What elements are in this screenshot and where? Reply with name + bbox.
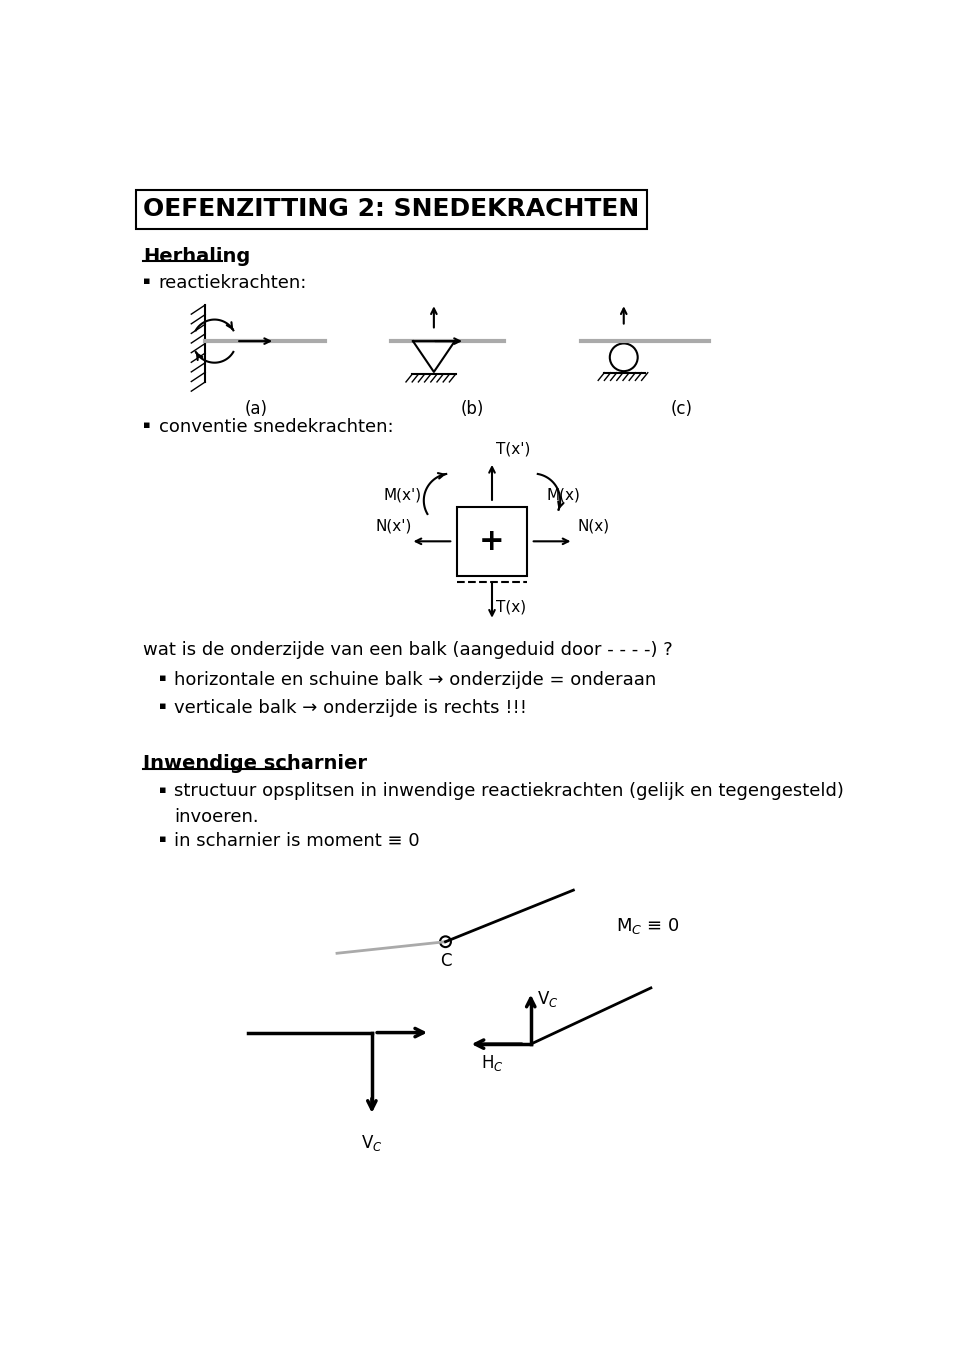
Text: horizontale en schuine balk → onderzijde = onderaan: horizontale en schuine balk → onderzijde… xyxy=(175,670,657,689)
Text: Herhaling: Herhaling xyxy=(143,248,251,267)
Text: H$_C$: H$_C$ xyxy=(481,1053,503,1074)
Text: conventie snedekrachten:: conventie snedekrachten: xyxy=(158,418,394,436)
Text: ▪: ▪ xyxy=(158,834,166,844)
Text: structuur opsplitsen in inwendige reactiekrachten (gelijk en tegengesteld): structuur opsplitsen in inwendige reacti… xyxy=(175,783,844,800)
Text: N(x): N(x) xyxy=(577,519,610,533)
Text: +: + xyxy=(479,527,505,556)
Text: ▪: ▪ xyxy=(158,701,166,711)
Text: reactiekrachten:: reactiekrachten: xyxy=(158,274,307,292)
Text: ▪: ▪ xyxy=(158,784,166,795)
Circle shape xyxy=(440,937,451,946)
Text: V$_C$: V$_C$ xyxy=(537,988,559,1009)
Text: T(x'): T(x') xyxy=(496,441,530,458)
Text: M$_C$ ≡ 0: M$_C$ ≡ 0 xyxy=(616,915,680,936)
Text: (a): (a) xyxy=(244,399,267,417)
Text: ▪: ▪ xyxy=(143,421,151,431)
Text: Inwendige scharnier: Inwendige scharnier xyxy=(143,754,368,773)
Text: in scharnier is moment ≡ 0: in scharnier is moment ≡ 0 xyxy=(175,831,420,849)
Text: N(x'): N(x') xyxy=(375,519,412,533)
Text: (c): (c) xyxy=(671,399,693,417)
Text: OEFENZITTING 2: SNEDEKRACHTEN: OEFENZITTING 2: SNEDEKRACHTEN xyxy=(143,198,639,221)
Text: (b): (b) xyxy=(461,399,484,417)
Text: M(x'): M(x') xyxy=(383,487,421,502)
Text: invoeren.: invoeren. xyxy=(175,808,259,826)
Text: V$_C$: V$_C$ xyxy=(361,1133,383,1152)
Text: T(x): T(x) xyxy=(496,600,526,615)
Text: verticale balk → onderzijde is rechts !!!: verticale balk → onderzijde is rechts !!… xyxy=(175,699,527,718)
Text: C: C xyxy=(440,952,451,971)
Text: M(x): M(x) xyxy=(546,487,580,502)
Text: ▪: ▪ xyxy=(143,276,151,287)
Bar xyxy=(457,506,527,575)
Text: ▪: ▪ xyxy=(158,673,166,682)
Text: wat is de onderzijde van een balk (aangeduid door - - - -) ?: wat is de onderzijde van een balk (aange… xyxy=(143,642,673,659)
